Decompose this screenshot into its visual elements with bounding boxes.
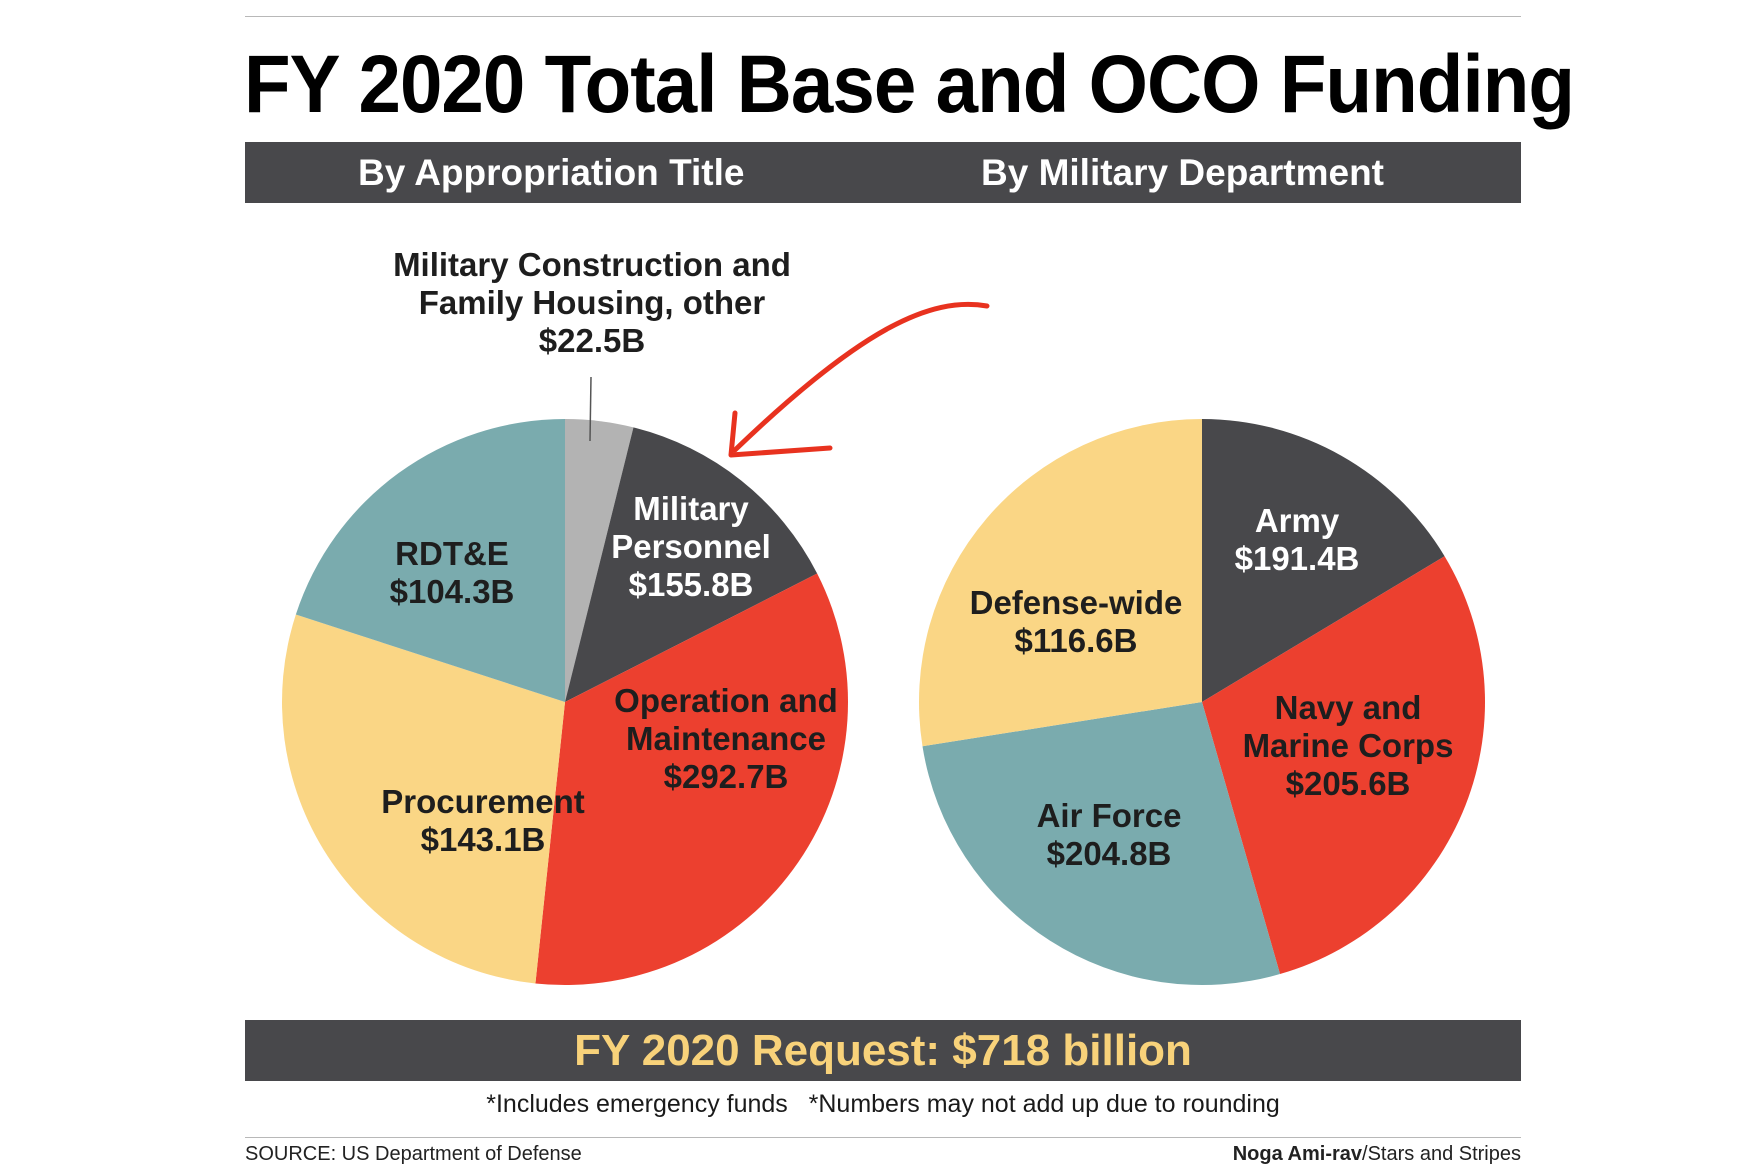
department-labels: Army $191.4B Navy and Marine Corps $205.6B Ai… bbox=[970, 502, 1454, 872]
slice-value: $191.4B bbox=[1235, 540, 1360, 577]
total-request-text: FY 2020 Request: $718 billion bbox=[574, 1026, 1192, 1075]
slice-name: Defense-wide bbox=[970, 584, 1183, 621]
source-line: SOURCE: US Department of Defense bbox=[245, 1143, 582, 1165]
slice-name: Military Construction and bbox=[393, 246, 791, 283]
slice-label: RDT&E $104.3B bbox=[390, 535, 515, 610]
slice-name: Air Force bbox=[1037, 797, 1182, 834]
slice-label: Military Construction and Family Housing,… bbox=[393, 246, 791, 359]
callout-leader-line bbox=[589, 376, 592, 442]
slice-value: $143.1B bbox=[421, 821, 546, 858]
left-pie-heading: By Appropriation Title bbox=[358, 152, 745, 193]
credit-author: Noga Ami-rav bbox=[1232, 1143, 1363, 1165]
slice-label: Defense-wide $116.6B bbox=[970, 584, 1183, 659]
right-pie-heading: By Military Department bbox=[981, 152, 1384, 193]
pie-slice bbox=[922, 702, 1281, 986]
slice-name: Family Housing, other bbox=[419, 284, 766, 321]
slice-name: Marine Corps bbox=[1243, 727, 1454, 764]
slice-value: $205.6B bbox=[1286, 765, 1411, 802]
slice-value: $116.6B bbox=[1015, 622, 1138, 659]
appropriation-pie bbox=[282, 419, 848, 986]
slice-name: Procurement bbox=[381, 783, 585, 820]
slice-label: Military Personnel $155.8B bbox=[611, 490, 771, 603]
pie-slice bbox=[565, 419, 634, 702]
pie-slice bbox=[1202, 419, 1445, 702]
slice-name: RDT&E bbox=[395, 535, 509, 572]
slice-value: $292.7B bbox=[664, 758, 789, 795]
slice-name: Operation and bbox=[614, 682, 838, 719]
slice-label: Army $191.4B bbox=[1235, 502, 1360, 577]
pie-slice bbox=[282, 614, 565, 984]
pie-slice bbox=[1202, 556, 1485, 975]
slice-label: Navy and Marine Corps $205.6B bbox=[1243, 689, 1454, 802]
pie-slice bbox=[295, 419, 565, 702]
department-pie bbox=[918, 419, 1485, 986]
slice-label: Air Force $204.8B bbox=[1037, 797, 1182, 872]
appropriation-labels: Military Construction and Family Housing,… bbox=[381, 246, 838, 858]
slice-name: Personnel bbox=[611, 528, 771, 565]
credit-outlet: /Stars and Stripes bbox=[1362, 1143, 1521, 1165]
slice-value: $22.5B bbox=[539, 322, 645, 359]
slice-name: Army bbox=[1255, 502, 1340, 539]
footnotes: *Includes emergency funds *Numbers may n… bbox=[486, 1090, 1280, 1118]
page-title: FY 2020 Total Base and OCO Funding bbox=[244, 39, 1575, 130]
top-rule bbox=[245, 16, 1521, 17]
slice-name: Navy and bbox=[1275, 689, 1422, 726]
slice-value: $104.3B bbox=[390, 573, 515, 610]
total-banner: FY 2020 Request: $718 billion bbox=[245, 1020, 1521, 1081]
pie-slice bbox=[565, 427, 818, 702]
slice-label: Operation and Maintenance $292.7B bbox=[614, 682, 838, 795]
slice-value: $204.8B bbox=[1047, 835, 1172, 872]
pie-slice bbox=[918, 419, 1202, 747]
slice-name: Military bbox=[633, 490, 749, 527]
red-arrow-head bbox=[728, 410, 833, 458]
section-header-band: By Appropriation Title By Military Depar… bbox=[245, 142, 1521, 203]
slice-name: Maintenance bbox=[626, 720, 826, 757]
bottom-rule bbox=[245, 1137, 1521, 1138]
credit-line: Noga Ami-rav/Stars and Stripes bbox=[1233, 1143, 1521, 1166]
slice-value: $155.8B bbox=[629, 566, 754, 603]
pie-slice bbox=[535, 573, 848, 986]
red-arrow-shaft bbox=[732, 301, 990, 453]
slice-label: Procurement $143.1B bbox=[381, 783, 585, 858]
